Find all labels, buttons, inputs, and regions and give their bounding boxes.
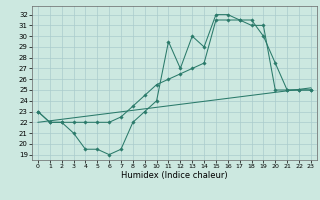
X-axis label: Humidex (Indice chaleur): Humidex (Indice chaleur) [121, 171, 228, 180]
